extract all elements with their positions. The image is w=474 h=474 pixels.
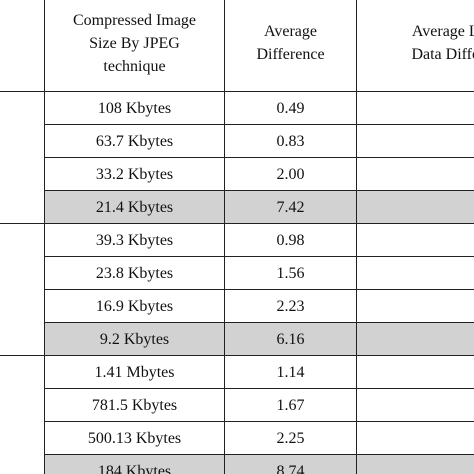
average-difference-cell: 2.23	[224, 289, 357, 323]
average-difference-cell: 1.67	[224, 388, 357, 422]
average-line-difference-cell: 11.12	[356, 388, 474, 422]
average-difference-cell: 8.74	[224, 454, 357, 474]
header-original-size-line-2: size	[0, 43, 44, 66]
average-line-difference-cell: 9.07	[356, 355, 474, 389]
original-size-label: ytes	[0, 148, 44, 167]
original-size-group-cell: bytes	[0, 355, 45, 474]
compressed-size-cell: 33.2 Kbytes	[44, 157, 225, 191]
original-size-label: bytes	[0, 412, 44, 431]
average-line-difference-cell: 72.54	[356, 190, 474, 224]
average-difference-cell: 1.14	[224, 355, 357, 389]
header-average-difference: Average Difference	[224, 0, 357, 92]
original-size-group-cell: ytes	[0, 91, 45, 224]
header-original-size: nal size	[0, 0, 45, 92]
table-header-row: nal size Compressed Image Size By JPEG t…	[0, 0, 474, 92]
header-compressed-size-line-2: Size By JPEG	[89, 34, 180, 52]
average-difference-cell: 1.56	[224, 256, 357, 290]
header-compressed-size: Compressed Image Size By JPEG technique	[44, 0, 225, 92]
average-difference-cell: 2.25	[224, 421, 357, 455]
compressed-size-cell: 9.2 Kbytes	[44, 322, 225, 356]
compressed-size-cell: 23.8 Kbytes	[44, 256, 225, 290]
compressed-size-cell: 1.41 Mbytes	[44, 355, 225, 389]
average-difference-cell: 2.00	[224, 157, 357, 191]
compressed-size-cell: 781.5 Kbytes	[44, 388, 225, 422]
average-line-difference-cell: 31.11	[356, 289, 474, 323]
compressed-size-cell: 16.9 Kbytes	[44, 289, 225, 323]
average-line-difference-cell: 27.54	[356, 124, 474, 158]
original-size-group-cell: ytes	[0, 223, 45, 356]
header-average-difference-line-1: Average	[264, 23, 317, 40]
header-compressed-size-line-1: Compressed Image	[72, 11, 197, 29]
compressed-size-cell: 63.7 Kbytes	[44, 124, 225, 158]
average-line-difference-cell: 22.86	[356, 256, 474, 290]
header-compressed-size-line-3: technique	[103, 57, 166, 75]
compressed-size-cell: 500.13 Kbytes	[44, 421, 225, 455]
average-difference-cell: 0.49	[224, 91, 357, 125]
average-difference-cell: 0.98	[224, 223, 357, 257]
header-average-difference-line-2: Difference	[256, 46, 325, 63]
average-difference-cell: 7.42	[224, 190, 357, 224]
header-average-line-data-difference: Average Lin Data Differe	[356, 0, 474, 92]
compressed-size-cell: 108 Kbytes	[44, 91, 225, 125]
compressed-size-cell: 21.4 Kbytes	[44, 190, 225, 224]
average-line-difference-cell: 48.22	[356, 322, 474, 356]
average-line-difference-cell: 23.89	[356, 91, 474, 125]
average-line-difference-cell: 25.05	[356, 223, 474, 257]
header-average-line-line-2: Data Differe	[411, 46, 474, 63]
average-line-difference-cell: 38.30	[356, 157, 474, 191]
average-difference-cell: 6.16	[224, 322, 357, 356]
header-original-size-line-1: nal	[0, 20, 44, 43]
compressed-size-cell: 184 Kbytes	[44, 454, 225, 474]
average-line-difference-cell: 31.15	[356, 454, 474, 474]
average-difference-cell: 0.83	[224, 124, 357, 158]
header-average-line-line-1: Average Lin	[411, 23, 474, 40]
original-size-label: ytes	[0, 280, 44, 299]
average-line-difference-cell: 11.01	[356, 421, 474, 455]
compressed-size-cell: 39.3 Kbytes	[44, 223, 225, 257]
